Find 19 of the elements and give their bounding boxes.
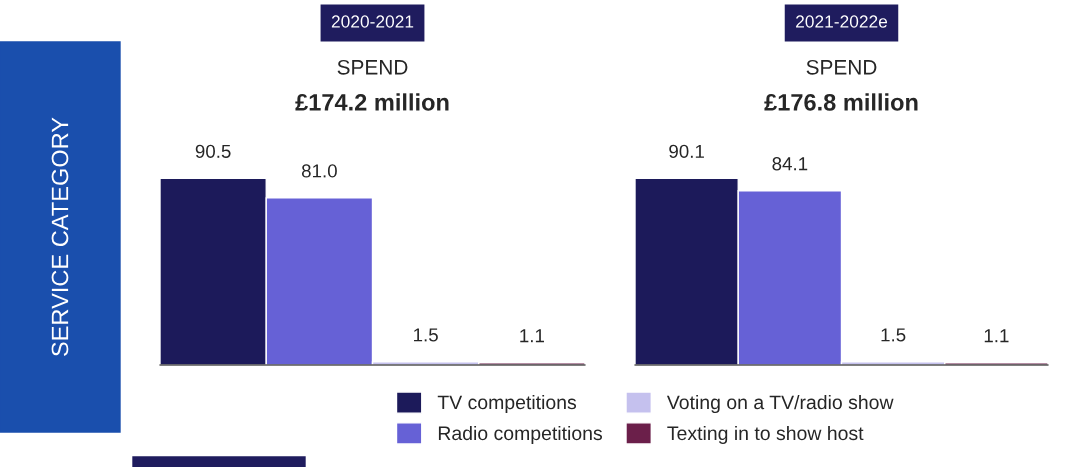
legend-label: TV competitions: [437, 394, 577, 414]
legend-label: Radio competitions: [438, 425, 602, 445]
data-label: 90.5: [195, 144, 231, 158]
text: £176.8 million: [764, 93, 918, 111]
data-label: 1.5: [414, 328, 438, 342]
y-axis-title: SERVICE CATEGORY: [51, 117, 69, 356]
data-label: 1.1: [520, 329, 544, 343]
legend-label: Texting in to show host: [667, 425, 864, 445]
chart-subtitle: SPEND: [806, 59, 877, 75]
data-label: 1.1: [984, 329, 1009, 343]
data-label: 84.1: [772, 157, 808, 171]
chart-title: 2021-2022e: [796, 15, 888, 28]
data-label: 1.5: [881, 328, 906, 342]
text: £174.2 million: [295, 93, 449, 111]
data-label: 81.0: [301, 164, 337, 178]
data-label: 90.1: [669, 144, 704, 158]
legend-label: Voting on a TV/radio show: [666, 394, 894, 414]
chart-subtitle: SPEND: [337, 59, 408, 75]
chart-title: 2020-2021: [331, 15, 414, 28]
